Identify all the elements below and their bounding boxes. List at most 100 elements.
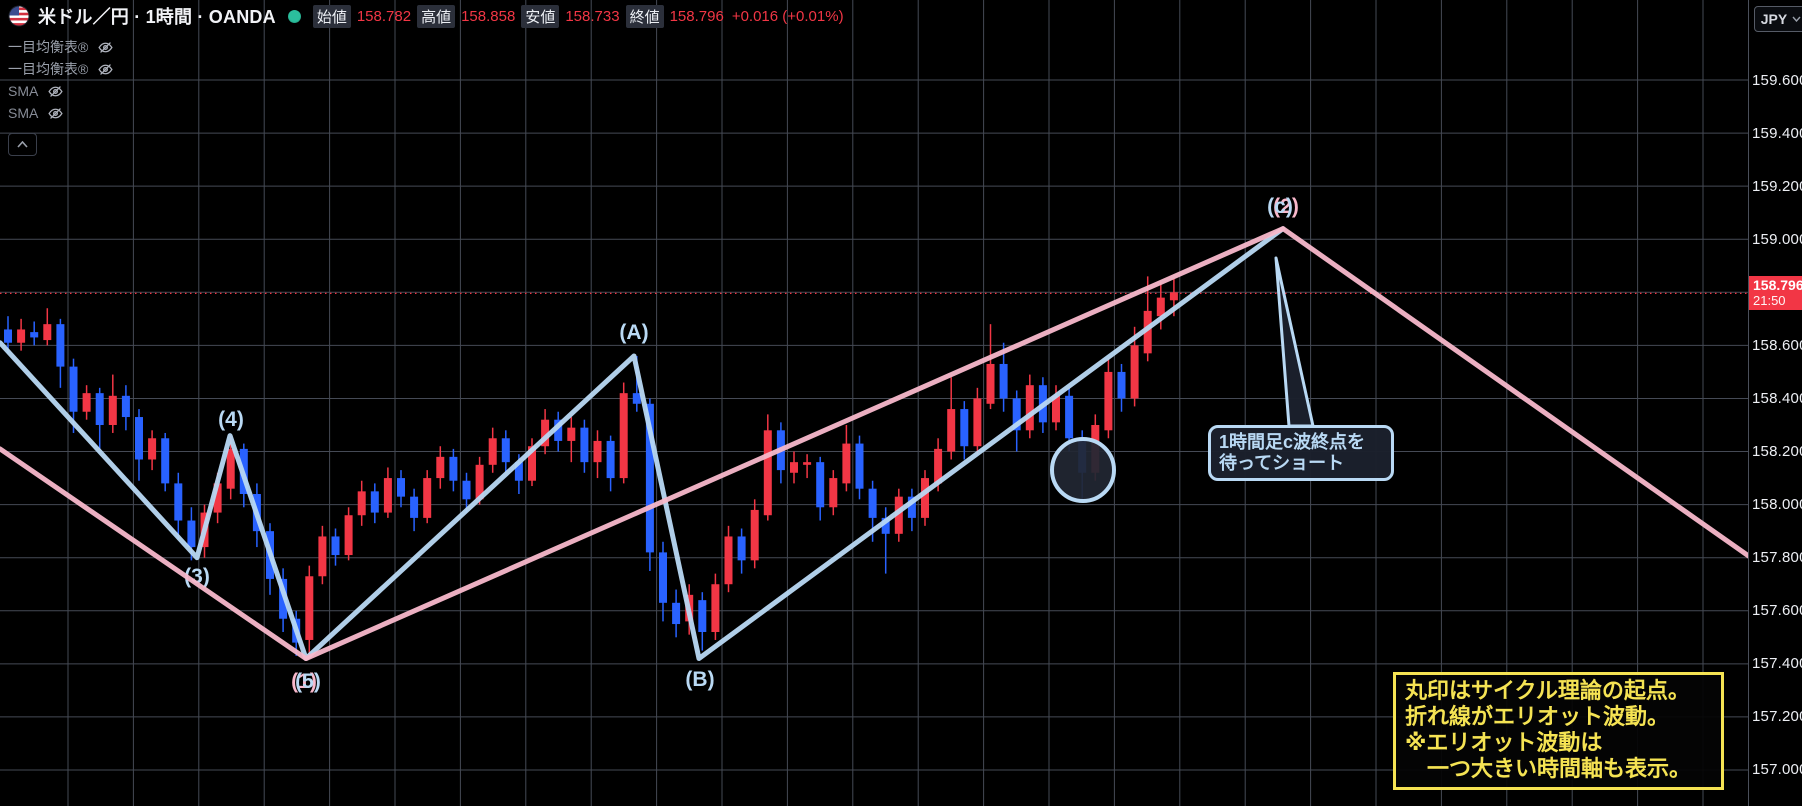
candle: [698, 600, 707, 632]
candle: [1156, 297, 1165, 317]
market-status-dot[interactable]: [287, 9, 301, 23]
legend-item-ichimoku-2[interactable]: 一目均衡表®: [8, 58, 114, 80]
eye-off-icon[interactable]: [47, 105, 64, 122]
symbol-header: 米ドル／円 · 1時間 · OANDA 始値 158.782 高値 158.85…: [0, 0, 1756, 32]
y-axis-tick: 158.000: [1752, 496, 1802, 514]
candle: [1052, 395, 1060, 423]
candle: [947, 409, 956, 452]
candle: [410, 496, 419, 518]
currency-label: JPY: [1760, 11, 1788, 27]
candle: [803, 462, 812, 465]
candle: [187, 520, 196, 548]
candle: [148, 438, 157, 460]
eye-off-icon[interactable]: [97, 61, 114, 78]
cycle-origin-circle: [1050, 437, 1116, 503]
candle: [17, 329, 26, 343]
note-line: 一つ大きい時間軸も表示。: [1405, 756, 1692, 781]
candle: [619, 393, 628, 479]
indicator-legend: 一目均衡表® 一目均衡表® SMA SMA: [8, 36, 114, 156]
currency-selector[interactable]: JPY: [1754, 6, 1802, 32]
indicator-label: SMA: [8, 83, 39, 99]
y-axis-tick: 157.000: [1752, 761, 1802, 779]
candle: [357, 491, 366, 516]
candle: [1169, 292, 1178, 301]
candle: [541, 419, 550, 447]
us-flag-icon: [8, 5, 30, 27]
candle: [750, 509, 759, 561]
wave-label: (B): [685, 668, 714, 691]
candle: [907, 496, 916, 518]
candle: [475, 464, 484, 500]
candle: [960, 409, 969, 447]
y-axis-tick: 159.400: [1752, 124, 1802, 142]
legend-item-ichimoku-1[interactable]: 一目均衡表®: [8, 36, 114, 58]
candle: [344, 515, 353, 556]
eye-off-icon[interactable]: [97, 39, 114, 56]
candle: [973, 398, 982, 447]
candle: [528, 446, 536, 481]
candle: [370, 491, 379, 513]
candle: [737, 536, 746, 561]
close-value: 158.796: [669, 7, 724, 25]
legend-item-sma-1[interactable]: SMA: [8, 80, 114, 102]
y-axis-tick: 159.200: [1752, 177, 1802, 195]
indicator-label: 一目均衡表®: [8, 39, 89, 55]
y-axis-tick: 157.200: [1752, 708, 1802, 726]
collapse-legend-button[interactable]: [8, 133, 37, 156]
candle: [554, 419, 563, 441]
bar-countdown: 21:50: [1753, 293, 1786, 309]
candle: [1104, 371, 1113, 431]
candle: [43, 324, 52, 341]
candle: [567, 427, 576, 441]
candle: [593, 440, 602, 463]
wave-label: (2): [1273, 195, 1299, 218]
current-price-tag: 158.796 21:50: [1749, 276, 1802, 311]
wave-label: (A): [619, 321, 648, 344]
candle: [934, 448, 943, 484]
callout-line: 待ってショート: [1219, 453, 1345, 473]
candle: [82, 393, 91, 412]
legend-item-sma-2[interactable]: SMA: [8, 102, 114, 124]
note-line: ※エリオット波動は: [1405, 730, 1603, 755]
candle: [121, 395, 130, 418]
candle: [816, 462, 825, 508]
candle: [1143, 310, 1152, 354]
current-price: 158.796: [1753, 277, 1802, 294]
y-axis-tick: 157.600: [1752, 602, 1802, 620]
note-line: 折れ線がエリオット波動。: [1405, 704, 1670, 729]
note-line: 丸印はサイクル理論の起点。: [1405, 678, 1690, 703]
candle: [632, 393, 641, 404]
candle: [1065, 395, 1074, 439]
candle: [108, 395, 117, 425]
eye-off-icon[interactable]: [47, 83, 64, 100]
wave-label: (5): [295, 670, 321, 693]
trade-plan-callout[interactable]: 1時間足c波終点を 待ってショート: [1208, 425, 1394, 481]
candle: [724, 536, 733, 585]
price-axis[interactable]: JPY 159.600 159.400 159.200 159.000 158.600 1…: [1748, 0, 1802, 806]
candle: [56, 324, 65, 367]
candle: [30, 332, 39, 338]
candle: [1012, 398, 1021, 431]
symbol-title[interactable]: 米ドル／円 · 1時間 · OANDA: [38, 7, 276, 27]
ohlc-values: 始値 158.782 高値 158.858 安値 158.733 終値 158.…: [312, 4, 844, 28]
candle: [894, 496, 903, 534]
candle: [69, 366, 78, 412]
y-axis-tick: 157.400: [1752, 655, 1802, 673]
candle: [763, 430, 772, 516]
y-axis-tick: 157.800: [1752, 549, 1802, 567]
candle: [1025, 385, 1034, 431]
candle: [436, 456, 445, 479]
candle: [397, 478, 405, 497]
candle: [881, 517, 890, 534]
high-label: 高値: [417, 4, 456, 28]
candle: [514, 462, 523, 481]
candle: [423, 478, 432, 518]
elliott-wave-higher-tf: [0, 226, 1748, 662]
y-axis-tick: 158.400: [1752, 389, 1802, 407]
wave-label: (1): [291, 670, 317, 693]
chart-note-box: 丸印はサイクル理論の起点。 折れ線がエリオット波動。 ※エリオット波動は 一つ大…: [1393, 672, 1724, 790]
candle: [383, 478, 392, 513]
candle: [868, 488, 877, 518]
indicator-label: 一目均衡表®: [8, 61, 89, 77]
candle: [921, 478, 929, 518]
